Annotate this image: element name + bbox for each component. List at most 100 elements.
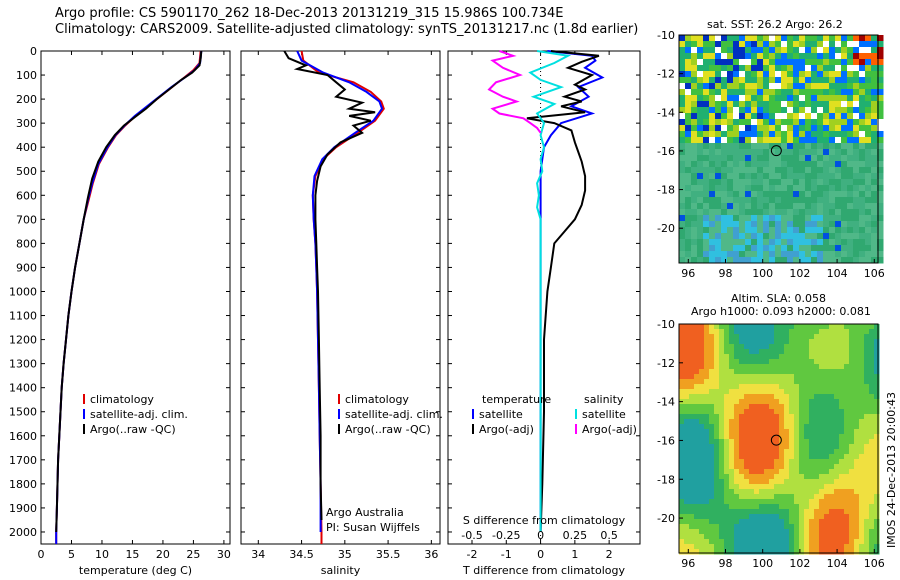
sst-map-cell [745,221,752,228]
sst-map-cell [745,137,752,144]
sla-map-cell [804,519,810,525]
sla-map-cell [804,529,810,535]
sla-map-cell [689,434,695,440]
sla-map-cell [869,379,875,385]
sst-map-cell [733,41,740,48]
sla-map-cell [794,544,800,550]
sla-map-cell [759,364,765,370]
sla-map-cell [784,494,790,500]
sla-map-cell [854,524,860,530]
sla-map-cell [769,334,775,340]
sst-map-cell [709,167,716,174]
sst-map-cell [733,77,740,84]
sst-map-cell [811,35,818,42]
sst-map-cell [709,47,716,54]
sla-map-cell [844,364,850,370]
sla-map-cell [834,439,840,445]
sla-map-cell [784,529,790,535]
sst-map-cell [691,83,698,90]
sst-map-cell [787,107,794,114]
sla-map-cell [844,384,850,390]
sla-map-cell [684,334,690,340]
sst-map-cell [859,53,866,60]
sla-map-cell [704,334,710,340]
sla-map-cell [729,449,735,455]
sla-map-cell [694,379,700,385]
sst-map-cell [691,185,698,192]
sla-map-cell [769,549,775,555]
sst-map-cell [835,161,842,168]
sst-map-cell [805,251,812,258]
sla-map-cell [779,444,785,450]
sst-map-cell [835,53,842,60]
sst-map-cell [799,101,806,108]
sst-map-cell [775,221,782,228]
sla-map-cell [789,394,795,400]
sla-map-cell [799,489,805,495]
sla-map-cell [714,339,720,345]
sst-map-cell [745,185,752,192]
sla-map-cell [779,424,785,430]
sst-map-cell [769,185,776,192]
sst-map-cell [853,197,860,204]
sst-map-cell [757,83,764,90]
sla-map-cell [779,474,785,480]
sla-map-cell [789,369,795,375]
sst-map-xtick-label: 104 [827,267,848,280]
sst-map-cell [769,251,776,258]
sla-map-cell [794,469,800,475]
sla-map-cell [794,474,800,480]
sla-map-cell [744,539,750,545]
sla-map-cell [864,404,870,410]
sst-map-cell [697,59,704,66]
sla-map-cell [854,504,860,510]
sla-map-cell [834,364,840,370]
sla-map-cell [694,469,700,475]
sla-map-cell [779,469,785,475]
sla-map-cell [864,489,870,495]
sla-map-cell [859,364,865,370]
sla-map-cell [854,454,860,460]
sla-map-cell [834,469,840,475]
sla-map-cell [744,324,750,330]
sla-map-cell [699,484,705,490]
sst-map-cell [877,71,884,78]
sla-map-cell [744,489,750,495]
sst-map-cell [817,221,824,228]
sla-map-cell [799,424,805,430]
sla-map-cell [824,444,830,450]
sla-map-cell [854,449,860,455]
sst-map-cell [685,35,692,42]
sst-map-cell [763,185,770,192]
depth-tick-label: 900 [16,261,37,274]
sla-map-cell [719,359,725,365]
sla-map-cell [779,454,785,460]
sla-map-cell [789,509,795,515]
sla-map-cell [874,379,880,385]
sst-map-cell [787,137,794,144]
sla-map-cell [869,489,875,495]
sla-map-cell [699,389,705,395]
sla-map-cell [779,329,785,335]
sst-map-cell [697,113,704,120]
sst-map-cell [847,227,854,234]
sla-map-cell [689,509,695,515]
sla-map-cell [744,409,750,415]
sla-map-cell [749,514,755,520]
sst-map-cell [691,71,698,78]
sst-map-cell [691,239,698,246]
sla-map-cell [689,404,695,410]
sla-map-cell [819,444,825,450]
depth-tick-label: 1700 [9,454,37,467]
sla-map-cell [739,339,745,345]
sst-map-cell [829,185,836,192]
sst-map-cell [823,215,830,222]
sla-map-cell [809,389,815,395]
sla-map-cell [809,459,815,465]
sla-map-cell [834,489,840,495]
sst-map-cell [865,173,872,180]
sla-map-cell [704,399,710,405]
sla-map-cell [809,499,815,505]
sla-map-cell [804,404,810,410]
difference-panel: -2 -1 0 1 2T difference from climatology-0.5… [447,50,641,577]
